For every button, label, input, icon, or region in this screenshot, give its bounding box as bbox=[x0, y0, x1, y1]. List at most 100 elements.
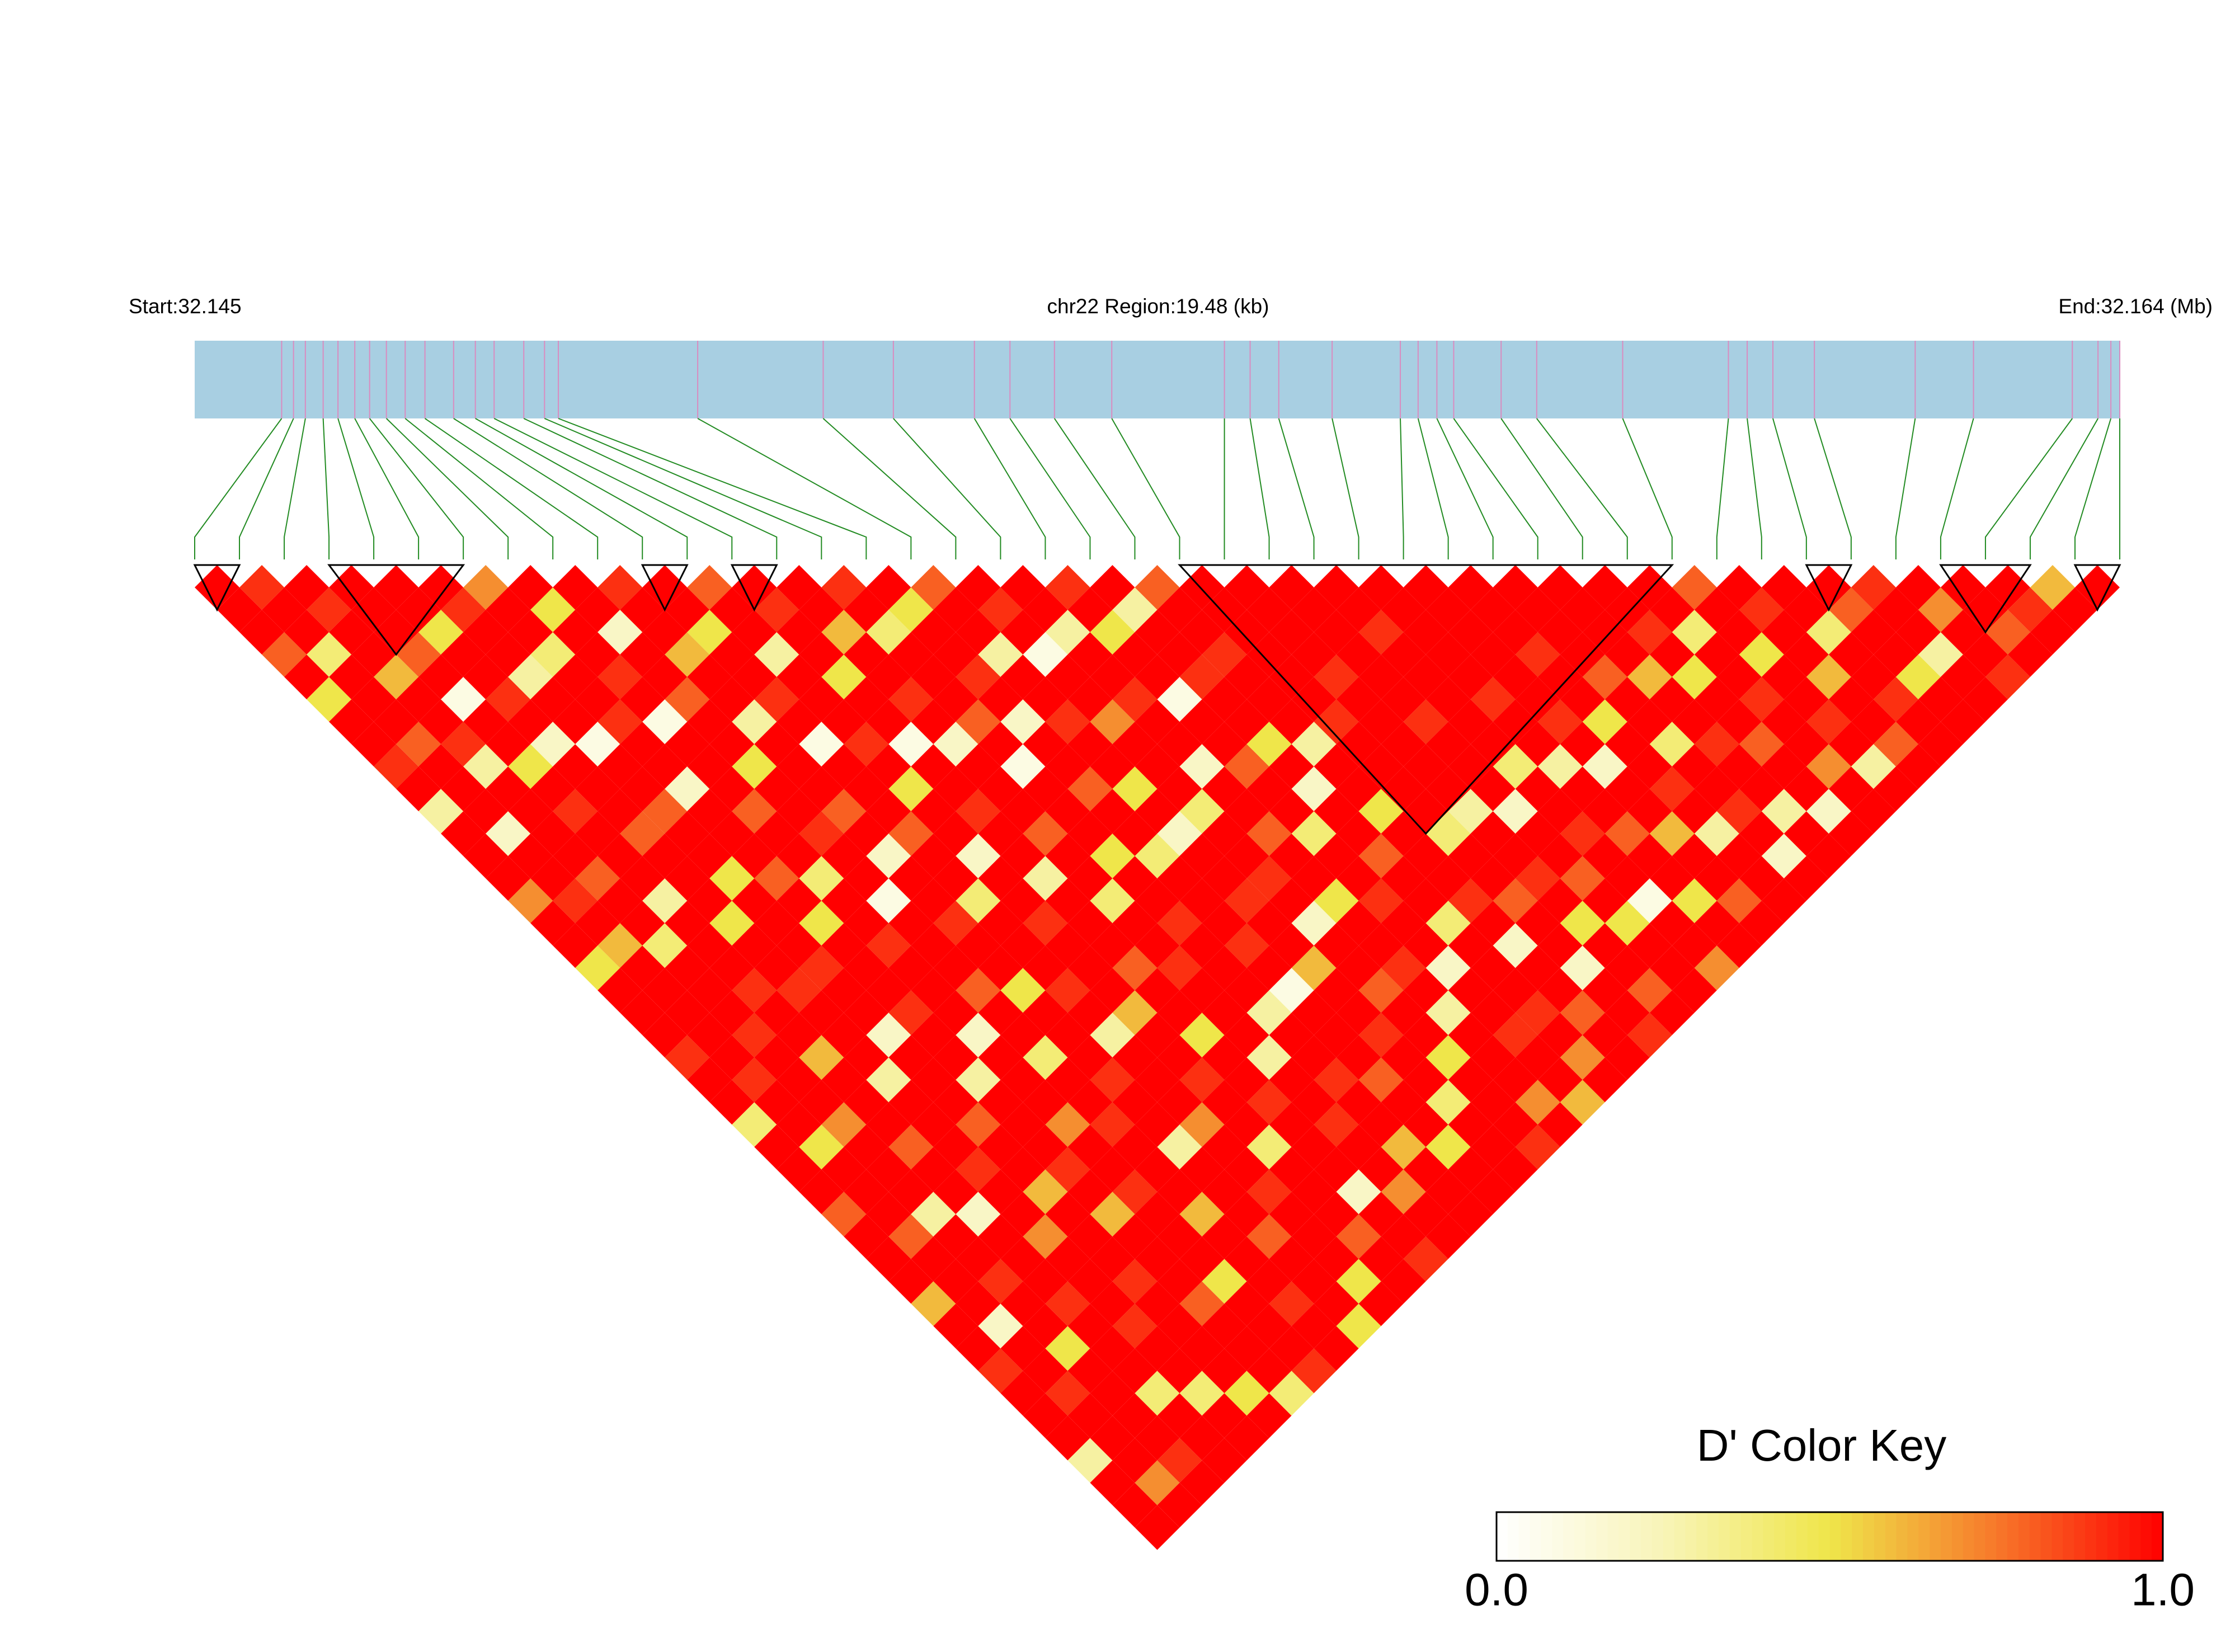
ld-cell bbox=[978, 1214, 1023, 1259]
key-swatch bbox=[1641, 1512, 1653, 1561]
ld-cell bbox=[1179, 789, 1225, 834]
ld-block-outline bbox=[1805, 564, 1853, 612]
ld-cell bbox=[530, 722, 576, 767]
snp-connector bbox=[523, 418, 778, 559]
snp-connector bbox=[822, 418, 957, 559]
ld-cell bbox=[732, 878, 777, 924]
ld-cell bbox=[665, 945, 710, 991]
ld-cell bbox=[956, 1281, 1001, 1326]
ld-cell bbox=[1112, 1035, 1158, 1080]
ld-cell bbox=[1739, 722, 1784, 767]
ld-cell bbox=[821, 1057, 867, 1103]
ld-cell bbox=[1157, 1035, 1202, 1080]
ld-cell bbox=[888, 722, 934, 767]
ld-cell bbox=[1224, 1326, 1269, 1371]
snp-connector bbox=[1814, 418, 1852, 559]
ld-cell bbox=[1224, 1236, 1269, 1282]
ld-cell bbox=[956, 565, 1001, 610]
ld-cell bbox=[1358, 699, 1404, 745]
key-swatch bbox=[2007, 1512, 2019, 1561]
ld-cell bbox=[1202, 901, 1247, 946]
ld-cell bbox=[687, 744, 732, 789]
ld-cell bbox=[888, 1214, 934, 1259]
ld-cell bbox=[1269, 1147, 1314, 1192]
key-swatch bbox=[1874, 1512, 1886, 1561]
ld-cell bbox=[1358, 610, 1404, 655]
ld-cell bbox=[1493, 789, 1538, 834]
ld-cell bbox=[486, 632, 531, 677]
ld-cell bbox=[1045, 834, 1090, 879]
ld-cell bbox=[1448, 699, 1493, 745]
ld-cell bbox=[1403, 565, 1448, 610]
ld-cell bbox=[1135, 789, 1180, 834]
ld-cell bbox=[1403, 923, 1448, 968]
ld-cell bbox=[486, 766, 531, 812]
ld-cell bbox=[1157, 1214, 1202, 1259]
ld-cell bbox=[799, 632, 844, 677]
ld-cell bbox=[329, 610, 374, 655]
ld-cell bbox=[1202, 1080, 1247, 1125]
ld-cell bbox=[1694, 632, 1739, 677]
ld-cell bbox=[1560, 901, 1605, 946]
snp-connector bbox=[404, 418, 554, 559]
ld-cell bbox=[933, 1124, 978, 1170]
key-swatch bbox=[1719, 1512, 1730, 1561]
ld-cell bbox=[933, 1169, 978, 1215]
ld-cell bbox=[933, 587, 978, 633]
key-swatch bbox=[1807, 1512, 1819, 1561]
ld-cell bbox=[1067, 1348, 1113, 1394]
ld-cell bbox=[1157, 677, 1202, 722]
ld-cell bbox=[1828, 632, 1874, 677]
ld-cell bbox=[1895, 610, 1941, 655]
ld-cell bbox=[1224, 968, 1269, 1013]
ld-cell bbox=[1157, 766, 1202, 812]
ld-cell bbox=[1672, 878, 1717, 924]
key-swatch bbox=[1552, 1512, 1564, 1561]
ld-cell bbox=[1157, 856, 1202, 901]
ld-cell bbox=[1045, 1371, 1090, 1416]
ld-cell bbox=[1403, 968, 1448, 1013]
ld-cell bbox=[1515, 811, 1560, 856]
ld-cell bbox=[799, 856, 844, 901]
ld-cell bbox=[1694, 587, 1739, 633]
ld-cell bbox=[1694, 677, 1739, 722]
ld-cell bbox=[844, 856, 889, 901]
ld-cell bbox=[307, 587, 352, 633]
ld-cell bbox=[1157, 901, 1202, 946]
ld-block-outline bbox=[730, 564, 778, 612]
ld-cell bbox=[1179, 1102, 1225, 1147]
ld-cell bbox=[1649, 990, 1695, 1036]
snp-connector bbox=[1984, 418, 2073, 559]
ld-cell bbox=[1515, 1124, 1560, 1170]
ld-cell bbox=[1515, 1035, 1560, 1080]
ld-cell bbox=[620, 677, 665, 722]
ld-cell bbox=[1336, 1303, 1381, 1349]
ld-cell bbox=[1761, 655, 1806, 700]
ld-block-outline bbox=[1178, 564, 1674, 835]
key-swatch bbox=[1829, 1512, 1842, 1561]
ld-cell bbox=[732, 699, 777, 745]
ld-cell bbox=[508, 699, 553, 745]
ld-cell bbox=[1067, 1259, 1113, 1304]
ld-cell bbox=[978, 632, 1023, 677]
ld-cell bbox=[1157, 1482, 1202, 1528]
snp-connector bbox=[354, 418, 420, 559]
ld-cell bbox=[732, 1102, 777, 1147]
ld-cell bbox=[396, 677, 441, 722]
key-swatch bbox=[1563, 1512, 1575, 1561]
ld-cell bbox=[978, 811, 1023, 856]
snp-connector bbox=[239, 418, 294, 559]
ld-cell bbox=[1493, 878, 1538, 924]
ld-cell bbox=[1448, 610, 1493, 655]
ld-cell bbox=[1045, 744, 1090, 789]
ld-cell bbox=[1336, 1259, 1381, 1304]
ld-cell bbox=[687, 1057, 732, 1103]
ld-cell bbox=[1694, 856, 1739, 901]
ld-cell bbox=[687, 878, 732, 924]
snp-connector bbox=[453, 418, 643, 559]
ld-cell bbox=[1716, 789, 1762, 834]
ld-cell bbox=[486, 677, 531, 722]
ld-cell bbox=[1224, 789, 1269, 834]
key-swatch bbox=[1963, 1512, 1975, 1561]
ld-cell bbox=[1090, 699, 1135, 745]
